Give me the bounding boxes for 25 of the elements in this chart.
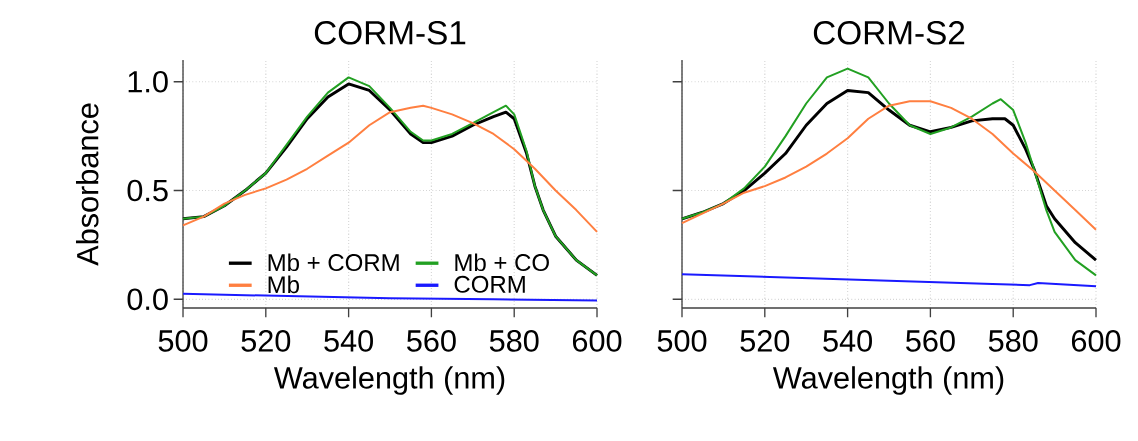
line-series	[182, 104, 599, 233]
x-tick-label: 600	[1071, 330, 1121, 352]
legend-label: CORM	[454, 275, 525, 293]
y-tick-label: 0.5	[127, 179, 168, 202]
x-tick-label: 520	[241, 330, 291, 352]
chart-title: CORM-S1	[314, 21, 466, 45]
x-tick-label: 560	[407, 330, 456, 352]
x-tick-label: 500	[158, 330, 208, 352]
x-tick-label: 520	[740, 330, 790, 352]
y-tick-label: 0.0	[127, 288, 168, 311]
x-tick-label: 600	[572, 330, 622, 352]
x-tick-label: 540	[324, 330, 373, 352]
x-tick-label: 560	[906, 330, 955, 352]
legend-label: Mb + CORM	[268, 253, 399, 272]
x-tick-label: 500	[657, 330, 707, 352]
y-axis-title: Absorbance	[75, 103, 99, 266]
chart-title: CORM-S2	[813, 21, 965, 45]
legend-label: Mb + CO	[455, 253, 549, 272]
x-tick-label: 540	[823, 330, 872, 352]
x-axis-title: Wavelength (nm)	[273, 366, 505, 395]
x-tick-label: 580	[489, 330, 539, 352]
x-axis-title: Wavelength (nm)	[772, 366, 1004, 395]
y-tick-label: 1.0	[128, 70, 168, 93]
x-tick-label: 580	[988, 330, 1038, 352]
legend-label: Mb	[268, 275, 299, 294]
